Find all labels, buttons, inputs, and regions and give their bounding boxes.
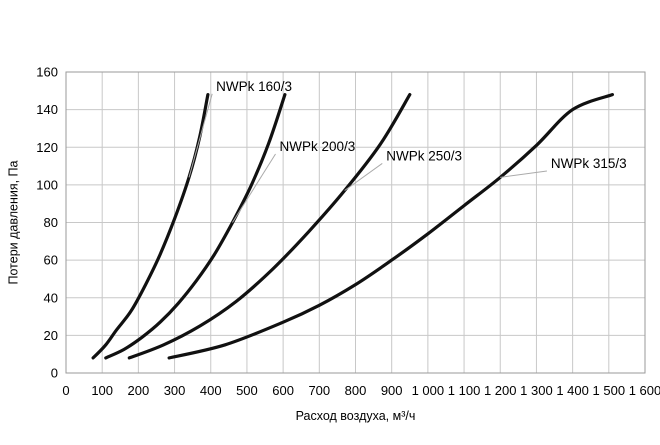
series-leader-2 [232, 153, 276, 223]
plot-frame [65, 71, 646, 374]
x-tick-label: 200 [128, 383, 150, 398]
y-tick-label: 60 [44, 253, 58, 268]
x-tick-label: 1 100 [448, 383, 481, 398]
x-tick-label: 700 [308, 383, 330, 398]
series-line-4 [167, 93, 614, 360]
series-label-4: NWPk 315/3 [551, 156, 627, 171]
x-tick-label: 1 400 [556, 383, 589, 398]
x-tick-label: 100 [91, 383, 113, 398]
x-tick-label: 1 600 [629, 383, 660, 398]
series-label-3: NWPk 250/3 [386, 148, 462, 163]
x-tick-label: 0 [62, 383, 69, 398]
series-label-2: NWPk 200/3 [280, 139, 356, 154]
x-tick-label: 400 [200, 383, 222, 398]
y-tick-label: 100 [36, 177, 58, 192]
x-tick-label: 800 [345, 383, 367, 398]
x-tick-label: 1 200 [484, 383, 517, 398]
grid-layer [65, 71, 646, 374]
series-labels: NWPk 160/3 NWPk 200/3 NWPk 250/3 NWPk 315/3 [188, 79, 627, 223]
x-tick-labels: 0 100 200 300 400 500 600 700 800 900 1 000 1 100 1 … [62, 383, 660, 398]
x-tick-label: 600 [272, 383, 294, 398]
x-tick-label: 1 300 [520, 383, 553, 398]
x-tick-label: 1 000 [412, 383, 445, 398]
curves-layer [91, 93, 614, 360]
x-tick-label: 300 [164, 383, 186, 398]
y-tick-label: 140 [36, 102, 58, 117]
series-leader-1 [188, 93, 213, 178]
x-tick-label: 900 [381, 383, 403, 398]
series-label-1: NWPk 160/3 [216, 79, 292, 94]
y-tick-label: 160 [36, 65, 58, 80]
x-tick-label: 500 [236, 383, 258, 398]
x-axis-title: Расход воздуха, м³/ч [296, 409, 416, 423]
x-tick-label: 1 500 [593, 383, 626, 398]
series-line-1 [91, 93, 210, 360]
series-leader-3 [344, 163, 383, 191]
y-tick-label: 120 [36, 140, 58, 155]
y-tick-label: 80 [44, 215, 58, 230]
y-axis-title: Потери давления, Па [6, 160, 20, 284]
series-line-3 [127, 93, 412, 360]
series-line-2 [104, 93, 287, 360]
y-tick-label: 0 [51, 366, 58, 381]
y-tick-labels: 0 20 40 60 80 100 120 140 160 [36, 65, 58, 381]
series-leader-4 [500, 170, 547, 178]
y-tick-label: 40 [44, 290, 58, 305]
y-tick-label: 20 [44, 328, 58, 343]
